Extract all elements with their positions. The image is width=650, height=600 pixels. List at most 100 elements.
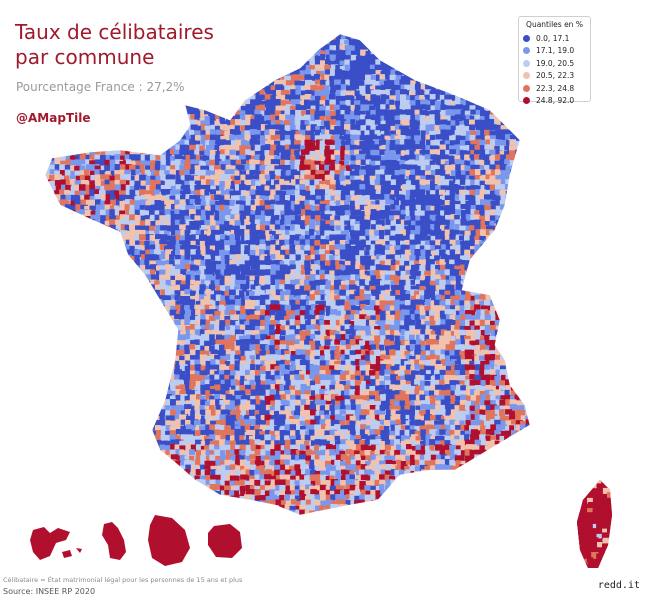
commune-cell xyxy=(164,189,172,195)
commune-cell xyxy=(190,64,196,73)
commune-cell xyxy=(159,110,167,118)
commune-cell xyxy=(324,250,333,256)
commune-cell xyxy=(404,49,410,58)
commune-cell xyxy=(55,55,61,62)
commune-cell xyxy=(305,269,312,275)
commune-cell xyxy=(189,221,196,229)
commune-cell xyxy=(344,114,352,121)
commune-cell xyxy=(434,34,443,36)
commune-cell xyxy=(224,149,233,156)
commune-cell xyxy=(425,110,432,118)
commune-cell xyxy=(359,74,367,81)
commune-cell xyxy=(410,114,416,121)
commune-cell xyxy=(109,120,118,128)
commune-cell xyxy=(215,274,222,282)
commune-cell xyxy=(369,160,377,169)
commune-cell xyxy=(175,165,181,173)
commune-cell xyxy=(45,209,52,216)
commune-cell xyxy=(85,154,93,160)
commune-cell xyxy=(175,80,182,87)
commune-cell xyxy=(244,125,252,131)
commune-cell xyxy=(80,34,87,37)
commune-cell xyxy=(460,105,469,112)
commune-cell xyxy=(214,165,222,171)
commune-cell xyxy=(354,179,361,187)
commune-cell xyxy=(234,175,241,183)
commune-cell xyxy=(239,200,248,209)
commune-cell xyxy=(519,184,528,192)
commune-cell xyxy=(105,170,112,178)
commune-cell xyxy=(364,209,372,216)
commune-cell xyxy=(174,259,182,265)
commune-cell xyxy=(365,69,373,76)
commune-cell xyxy=(105,276,112,283)
commune-cell xyxy=(125,174,131,181)
commune-cell xyxy=(279,120,288,127)
commune-cell xyxy=(284,165,292,171)
commune-cell xyxy=(494,41,501,47)
commune-cell xyxy=(354,149,362,158)
commune-cell xyxy=(395,239,403,246)
commune-cell xyxy=(54,200,60,208)
commune-cell xyxy=(335,180,343,187)
commune-cell xyxy=(199,240,207,248)
commune-cell xyxy=(94,84,102,92)
commune-cell xyxy=(535,145,542,151)
commune-cell xyxy=(310,40,316,46)
commune-cell xyxy=(465,205,473,213)
commune-cell xyxy=(100,265,109,272)
commune-cell xyxy=(114,170,121,177)
commune-cell xyxy=(454,219,461,225)
commune-cell xyxy=(485,264,492,273)
commune-cell xyxy=(170,35,176,43)
commune-cell xyxy=(369,175,376,182)
commune-cell xyxy=(495,120,503,129)
commune-cell xyxy=(470,69,476,78)
commune-cell xyxy=(400,64,408,72)
commune-cell xyxy=(79,154,88,160)
commune-cell xyxy=(60,39,68,48)
commune-cell xyxy=(389,74,397,81)
commune-cell xyxy=(379,74,385,82)
commune-cell xyxy=(384,80,392,87)
commune-cell xyxy=(350,219,356,227)
commune-cell xyxy=(330,115,339,122)
commune-cell xyxy=(455,164,462,171)
commune-cell xyxy=(455,135,461,143)
commune-cell xyxy=(429,240,437,247)
commune-cell xyxy=(120,74,126,81)
commune-cell xyxy=(499,34,505,38)
commune-cell xyxy=(531,260,536,266)
commune-cell xyxy=(199,49,205,56)
commune-cell xyxy=(84,269,90,278)
commune-cell xyxy=(189,139,195,146)
commune-cell xyxy=(200,169,208,178)
commune-cell xyxy=(529,239,530,246)
commune-cell xyxy=(119,135,125,143)
commune-cell xyxy=(79,125,85,132)
commune-cell xyxy=(149,76,156,83)
commune-cell xyxy=(309,90,315,97)
commune-cell xyxy=(449,229,457,236)
commune-cell xyxy=(345,105,352,111)
commune-cell xyxy=(495,199,501,207)
commune-cell xyxy=(274,55,280,61)
commune-cell xyxy=(329,50,338,56)
commune-cell xyxy=(454,224,460,230)
commune-cell xyxy=(300,254,308,261)
commune-cell xyxy=(159,254,166,260)
commune-cell xyxy=(479,189,486,195)
commune-cell xyxy=(160,185,167,192)
commune-cell xyxy=(374,150,380,157)
commune-cell xyxy=(95,34,104,35)
commune-cell xyxy=(509,49,517,58)
commune-cell xyxy=(460,260,466,266)
commune-cell xyxy=(250,45,259,53)
commune-cell xyxy=(45,81,52,88)
commune-cell xyxy=(206,145,212,151)
commune-cell xyxy=(144,240,152,249)
commune-cell xyxy=(270,264,277,272)
commune-cell xyxy=(185,219,193,225)
commune-cell xyxy=(60,194,66,203)
commune-cell xyxy=(139,105,147,111)
